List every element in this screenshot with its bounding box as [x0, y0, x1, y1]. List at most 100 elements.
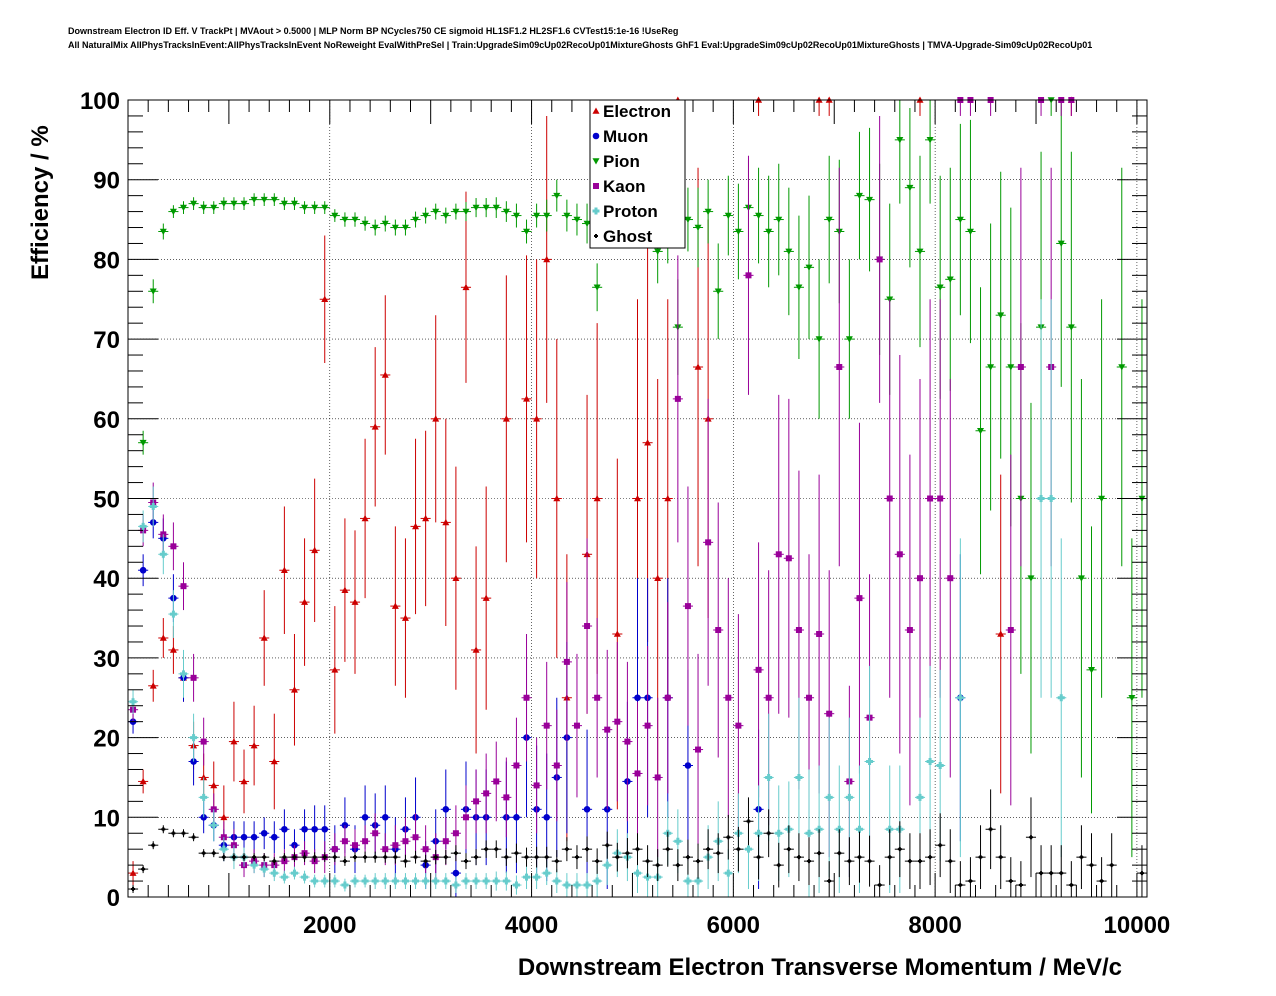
- pion-marker: [765, 228, 773, 236]
- pion-marker: [654, 248, 662, 255]
- kaon-marker: [180, 583, 187, 590]
- kaon-marker: [765, 694, 772, 701]
- ghost-point: [521, 847, 532, 867]
- legend-marker-ghost: [594, 234, 598, 238]
- y-tick-label: 100: [80, 88, 120, 115]
- muon-marker: [281, 825, 288, 833]
- y-tick-label: 60: [93, 407, 120, 434]
- kaon-point: [662, 602, 673, 794]
- pion-marker: [553, 192, 561, 200]
- kaon-point: [622, 661, 633, 822]
- proton-point: [420, 873, 431, 890]
- ghost-marker: [1059, 871, 1064, 876]
- proton-marker: [866, 758, 874, 766]
- ghost-point: [1015, 861, 1026, 897]
- kaon-marker: [563, 658, 570, 665]
- kaon-marker: [170, 543, 177, 550]
- pion-marker: [795, 284, 803, 291]
- electron-point: [370, 347, 381, 507]
- pion-marker: [896, 137, 904, 144]
- y-axis-label: Efficiency / %: [27, 125, 54, 280]
- ghost-marker: [373, 855, 378, 860]
- ghost-point: [632, 833, 643, 866]
- kaon-point: [561, 582, 572, 742]
- pion-point: [1056, 100, 1067, 387]
- ghost-marker: [716, 851, 721, 856]
- pion-point: [541, 199, 552, 232]
- pion-point: [249, 193, 260, 207]
- pion-point: [824, 155, 835, 284]
- pion-marker: [210, 204, 218, 212]
- kaon-point: [743, 155, 754, 395]
- ghost-marker: [847, 859, 852, 864]
- ghost-point: [471, 849, 482, 866]
- pion-point: [995, 171, 1006, 459]
- pion-point: [1025, 402, 1037, 754]
- pion-point: [904, 107, 915, 268]
- kaon-marker: [856, 595, 863, 602]
- pion-point: [793, 215, 804, 360]
- kaon-point: [531, 737, 542, 834]
- ghost-marker: [978, 855, 983, 860]
- proton-point: [1036, 299, 1047, 698]
- kaon-point: [178, 562, 189, 611]
- proton-marker: [936, 761, 944, 769]
- proton-marker: [502, 877, 510, 885]
- ghost-marker: [766, 831, 771, 836]
- ghost-point: [925, 829, 936, 886]
- pion-point: [491, 197, 502, 218]
- kaon-marker: [735, 722, 742, 729]
- electron-marker: [997, 630, 1005, 637]
- proton-marker: [139, 522, 147, 530]
- electron-marker: [371, 423, 379, 430]
- electron-point: [249, 705, 260, 786]
- electron-marker: [432, 415, 440, 422]
- ghost-point: [228, 853, 239, 862]
- proton-marker: [755, 829, 763, 837]
- electron-point: [450, 466, 461, 690]
- ghost-marker: [211, 851, 216, 856]
- kaon-point: [460, 785, 472, 850]
- pion-marker: [220, 200, 228, 208]
- muon-point: [582, 729, 593, 890]
- kaon-point: [894, 355, 905, 754]
- ghost-point: [894, 821, 905, 878]
- ghost-point: [450, 845, 461, 862]
- pion-point: [471, 198, 482, 218]
- pion-marker: [987, 364, 995, 371]
- proton-marker: [250, 861, 258, 869]
- legend-label-proton: Proton: [603, 202, 658, 221]
- kaon-point: [198, 717, 209, 766]
- ghost-marker: [191, 835, 196, 840]
- ghost-point: [682, 839, 693, 875]
- pion-point: [1116, 167, 1127, 567]
- ghost-point: [904, 833, 915, 890]
- kaon-marker: [483, 790, 490, 797]
- kaon-marker: [937, 495, 944, 502]
- ghost-marker: [1028, 835, 1033, 840]
- ghost-marker: [282, 855, 287, 860]
- ghost-point: [158, 825, 169, 834]
- ghost-marker: [867, 859, 872, 864]
- kaon-marker: [513, 762, 520, 769]
- ghost-marker: [383, 855, 388, 860]
- electron-point: [814, 96, 825, 116]
- kaon-marker: [806, 694, 813, 701]
- ghost-marker: [605, 843, 610, 848]
- ghost-point: [138, 865, 149, 874]
- proton-point: [390, 873, 401, 890]
- kaon-marker: [553, 762, 560, 769]
- ghost-point: [642, 845, 653, 878]
- muon-marker: [250, 833, 258, 841]
- proton-marker: [331, 877, 339, 885]
- ghost-marker: [453, 851, 458, 856]
- pion-point: [380, 215, 391, 232]
- electron-point: [319, 235, 330, 364]
- electron-point: [541, 115, 552, 403]
- electron-marker: [129, 869, 137, 876]
- proton-marker: [845, 793, 853, 801]
- electron-point: [339, 518, 350, 662]
- proton-marker: [311, 877, 319, 885]
- pion-marker: [1077, 575, 1085, 582]
- ghost-point: [380, 851, 391, 863]
